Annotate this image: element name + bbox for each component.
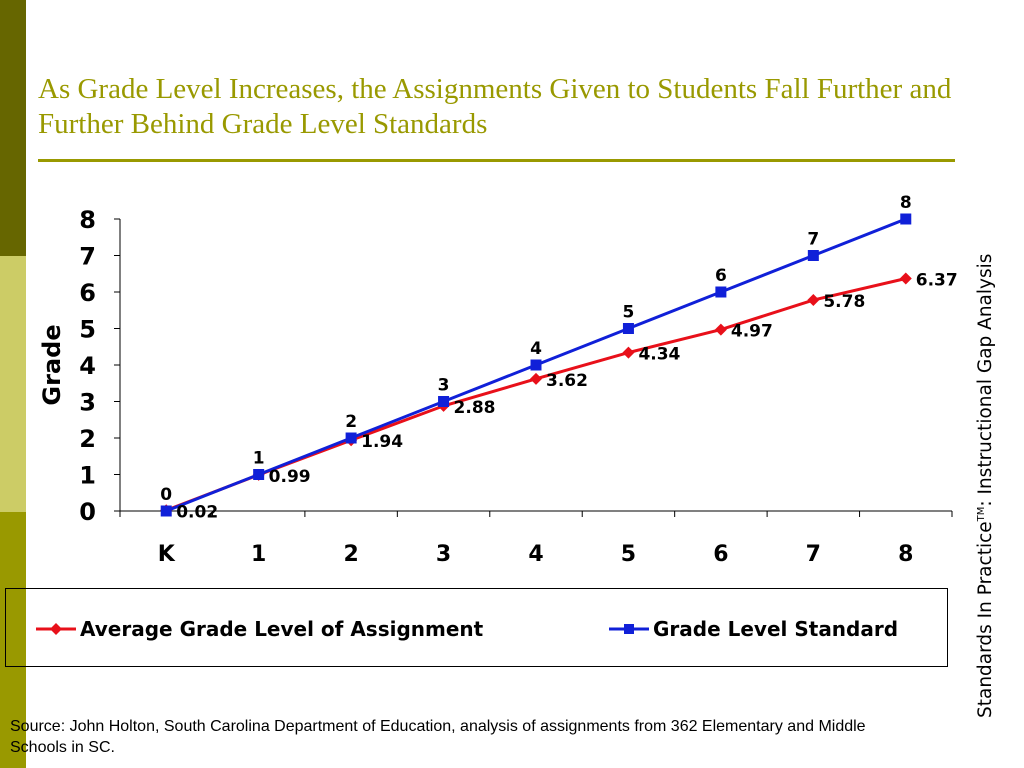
legend-label-standard: Grade Level Standard xyxy=(653,617,899,641)
x-tick-label: 6 xyxy=(713,542,728,567)
chart-legend: Average Grade Level of Assignment Grade … xyxy=(5,588,948,667)
y-tick-label: 5 xyxy=(79,316,96,344)
y-tick-label: 7 xyxy=(79,243,96,271)
average-data-label: 6.37 xyxy=(916,270,958,290)
standard-point xyxy=(438,396,450,407)
chart-data-labels: 0.02 0.99 1.94 2.88 3.62 4.34 4.97 5.78 6.37 0 1 2 3… xyxy=(160,193,957,522)
standard-point xyxy=(900,213,912,225)
x-tick-label: 4 xyxy=(528,542,543,567)
standard-data-label: 2 xyxy=(345,412,357,432)
x-tick-label: 8 xyxy=(898,542,913,567)
standard-point xyxy=(715,286,727,298)
standard-point xyxy=(253,469,265,480)
x-tick-label: 1 xyxy=(251,542,266,567)
legend-item-standard: Grade Level Standard xyxy=(609,617,898,641)
source-note: Source: John Holton, South Carolina Depa… xyxy=(10,718,866,756)
average-data-label: 1.94 xyxy=(361,432,403,452)
average-point xyxy=(807,294,820,307)
standard-data-label: 8 xyxy=(900,193,912,213)
y-tick-label: 1 xyxy=(79,462,96,490)
standard-data-label: 5 xyxy=(623,303,635,323)
average-data-label: 0.99 xyxy=(269,467,311,487)
side-band-light xyxy=(0,256,26,512)
standard-point xyxy=(807,250,819,261)
legend-item-average: Average Grade Level of Assignment xyxy=(36,617,483,641)
standard-point xyxy=(345,432,357,444)
chart-axes: 0 1 2 3 4 5 6 7 8 K 1 2 3 4 5 6 7 8 Grade xyxy=(38,206,953,567)
y-tick-label: 4 xyxy=(79,352,96,380)
standard-data-label: 1 xyxy=(253,449,265,469)
x-tick-label: 2 xyxy=(343,542,358,567)
legend-marker-square xyxy=(609,624,649,634)
average-point xyxy=(530,372,542,385)
y-tick-label: 0 xyxy=(79,498,96,526)
chart-marks xyxy=(160,213,912,517)
side-band-dark xyxy=(0,0,26,256)
average-data-label: 4.34 xyxy=(638,345,680,365)
standard-data-label: 7 xyxy=(807,230,819,250)
title-underline xyxy=(38,159,955,162)
x-tick-label: K xyxy=(158,542,176,567)
average-data-label: 5.78 xyxy=(823,292,865,312)
y-axis-title: Grade xyxy=(38,324,66,405)
standard-point xyxy=(530,359,542,371)
average-point xyxy=(622,346,635,359)
average-data-label: 0.02 xyxy=(176,502,218,522)
legend-marker-diamond xyxy=(36,623,76,635)
standard-data-label: 3 xyxy=(438,376,450,396)
y-tick-label: 3 xyxy=(79,389,96,417)
average-data-label: 3.62 xyxy=(546,371,588,391)
side-band-mid xyxy=(0,512,26,768)
standard-data-label: 4 xyxy=(530,339,542,359)
y-tick-label: 2 xyxy=(79,425,96,453)
standard-point xyxy=(160,505,172,517)
y-tick-label: 8 xyxy=(79,206,96,234)
average-data-label: 4.97 xyxy=(731,322,773,342)
x-tick-label: 3 xyxy=(436,542,451,567)
average-point xyxy=(899,272,912,285)
slide-title: As Grade Level Increases, the Assignment… xyxy=(38,73,952,140)
standard-data-label: 6 xyxy=(715,266,727,286)
x-tick-label: 5 xyxy=(621,542,636,567)
average-data-label: 2.88 xyxy=(454,398,496,418)
legend-label-average: Average Grade Level of Assignment xyxy=(80,617,484,641)
standard-point xyxy=(622,323,634,334)
standard-data-label: 0 xyxy=(160,485,172,505)
y-tick-label: 6 xyxy=(79,279,96,307)
x-tick-label: 7 xyxy=(806,542,821,567)
average-point xyxy=(714,323,727,336)
